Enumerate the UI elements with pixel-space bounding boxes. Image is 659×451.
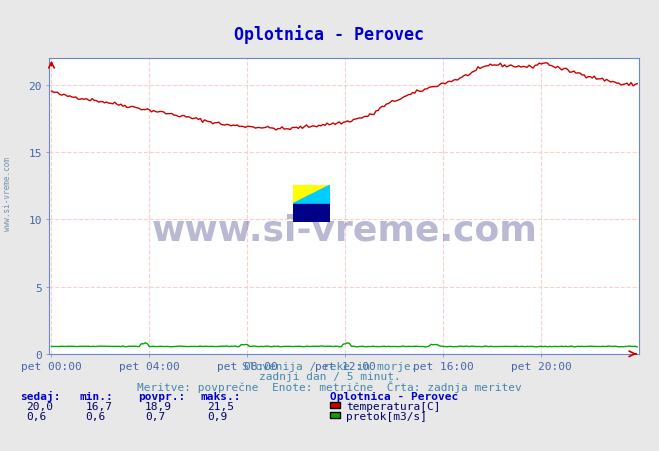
Text: www.si-vreme.com: www.si-vreme.com <box>152 213 537 247</box>
Text: 21,5: 21,5 <box>208 401 235 411</box>
Text: sedaj:: sedaj: <box>20 390 60 401</box>
Text: povpr.:: povpr.: <box>138 391 186 401</box>
Text: Slovenija / reke in morje.: Slovenija / reke in morje. <box>242 361 417 371</box>
Text: 0,6: 0,6 <box>86 411 106 421</box>
Text: zadnji dan / 5 minut.: zadnji dan / 5 minut. <box>258 371 401 381</box>
Text: maks.:: maks.: <box>201 391 241 401</box>
Text: 18,9: 18,9 <box>145 401 172 411</box>
Bar <box>293 204 330 222</box>
Text: 0,7: 0,7 <box>145 411 165 421</box>
Text: 0,6: 0,6 <box>26 411 47 421</box>
Text: 20,0: 20,0 <box>26 401 53 411</box>
Polygon shape <box>293 186 330 204</box>
Text: Oplotnica - Perovec: Oplotnica - Perovec <box>235 25 424 44</box>
Text: 16,7: 16,7 <box>86 401 113 411</box>
Text: Oplotnica - Perovec: Oplotnica - Perovec <box>330 391 458 401</box>
Text: pretok[m3/s]: pretok[m3/s] <box>346 411 427 421</box>
Polygon shape <box>293 186 330 204</box>
Text: 0,9: 0,9 <box>208 411 228 421</box>
Text: www.si-vreme.com: www.si-vreme.com <box>3 157 13 231</box>
Text: temperatura[C]: temperatura[C] <box>346 401 440 411</box>
Text: min.:: min.: <box>79 391 113 401</box>
Text: Meritve: povprečne  Enote: metrične  Črta: zadnja meritev: Meritve: povprečne Enote: metrične Črta:… <box>137 381 522 393</box>
